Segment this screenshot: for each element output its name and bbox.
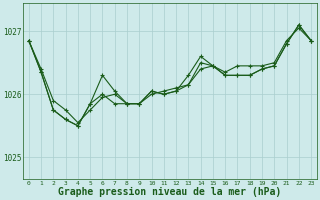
X-axis label: Graphe pression niveau de la mer (hPa): Graphe pression niveau de la mer (hPa) [58, 187, 282, 197]
